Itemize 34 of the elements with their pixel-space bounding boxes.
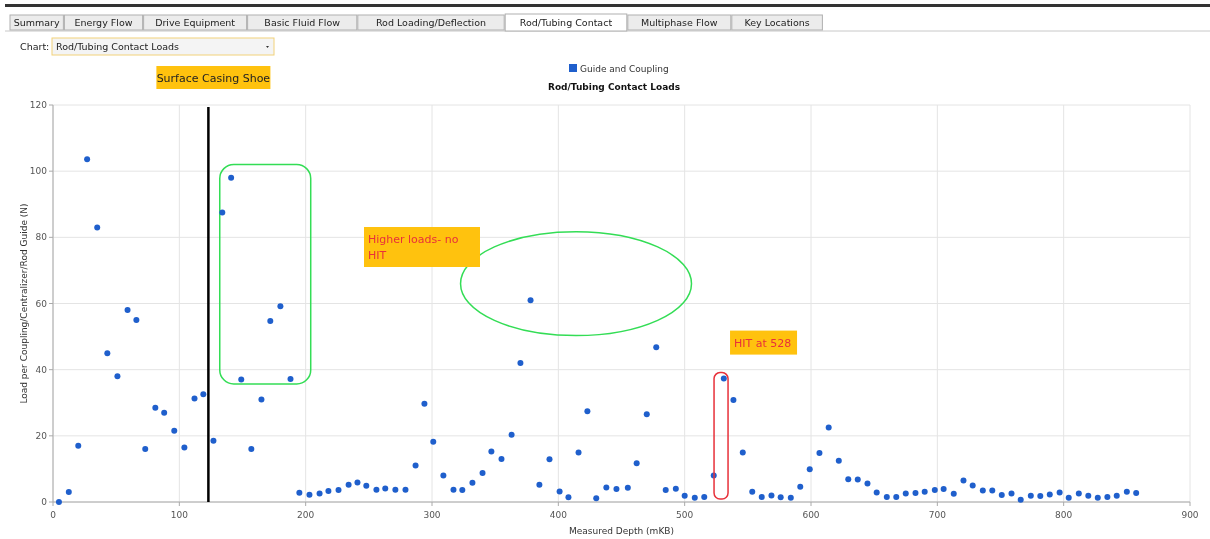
x-tick-label: 700 <box>928 510 947 520</box>
y-tick-label: 0 <box>41 497 48 507</box>
text: Chart: <box>20 41 50 52</box>
text: Rod/Tubing Contact <box>519 17 613 28</box>
text: Rod/Tubing Contact Loads <box>56 41 180 52</box>
chart-title: Rod/Tubing Contact Loads <box>547 82 681 92</box>
y-tick-label: 20 <box>35 430 48 441</box>
y-tick-label: 120 <box>29 100 48 110</box>
text: Basic Fluid Flow <box>264 17 341 28</box>
x-tick-label: 400 <box>549 510 568 520</box>
x-tick-label: 800 <box>1055 510 1073 520</box>
y-tick-label: 80 <box>35 232 48 243</box>
legend-label: Guide and Coupling <box>580 64 669 74</box>
x-tick-label: 100 <box>170 510 189 520</box>
annotation: Higher loads- no HIT <box>368 233 459 262</box>
ref-line-label: Surface Casing Shoe <box>156 72 271 85</box>
y-tick-label: 100 <box>29 166 48 177</box>
x-axis-title: Measured Depth (mKB) <box>569 526 674 536</box>
x-tick-label: 300 <box>423 510 441 520</box>
x-tick-label: 0 <box>50 510 57 520</box>
text: Key Locations <box>744 17 810 28</box>
x-tick-label: 200 <box>297 510 315 520</box>
text: Summary <box>13 17 61 28</box>
x-tick-label: 600 <box>802 510 820 520</box>
y-tick-label: 40 <box>35 364 48 375</box>
text: Multiphase Flow <box>641 17 718 28</box>
x-tick-label: 900 <box>1181 510 1199 520</box>
text: Energy Flow <box>74 17 133 28</box>
y-axis-title: Load per Coupling/Centralizer/Rod Guide (N) <box>19 203 29 404</box>
x-tick-label: 500 <box>676 510 694 520</box>
annotation: HIT at 528 <box>734 336 792 350</box>
text: Drive Equipment <box>155 17 236 28</box>
y-tick-label: 60 <box>35 298 48 309</box>
text: Rod Loading/Deflection <box>375 17 487 28</box>
